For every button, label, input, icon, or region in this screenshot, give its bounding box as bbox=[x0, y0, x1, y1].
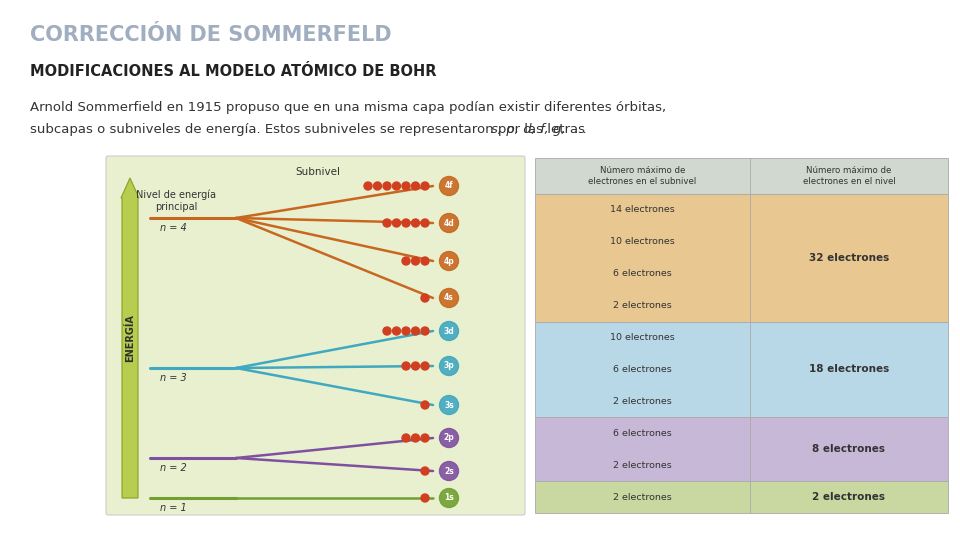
Circle shape bbox=[412, 257, 420, 265]
Text: subcapas o subniveles de energía. Estos subniveles se representaron por las letr: subcapas o subniveles de energía. Estos … bbox=[30, 124, 589, 137]
Circle shape bbox=[393, 182, 400, 190]
Circle shape bbox=[402, 182, 410, 190]
Text: 3p: 3p bbox=[444, 361, 454, 370]
Circle shape bbox=[421, 327, 429, 335]
Bar bbox=[535, 158, 948, 194]
Circle shape bbox=[393, 219, 400, 227]
Text: 8 electrones: 8 electrones bbox=[812, 444, 885, 454]
Circle shape bbox=[421, 434, 429, 442]
Text: 2 electrones: 2 electrones bbox=[613, 461, 672, 470]
Text: 10 electrones: 10 electrones bbox=[610, 333, 675, 342]
Text: 6 electrones: 6 electrones bbox=[613, 429, 672, 438]
Text: 14 electrones: 14 electrones bbox=[610, 205, 675, 214]
Text: 2p: 2p bbox=[444, 434, 454, 442]
Text: 1s: 1s bbox=[444, 494, 454, 503]
Circle shape bbox=[421, 494, 429, 502]
Circle shape bbox=[440, 489, 459, 508]
Text: 4p: 4p bbox=[444, 256, 454, 266]
Circle shape bbox=[440, 462, 459, 481]
Circle shape bbox=[412, 434, 420, 442]
Text: n = 3: n = 3 bbox=[160, 373, 187, 383]
Circle shape bbox=[440, 356, 459, 375]
Text: Nivel de energía
principal: Nivel de energía principal bbox=[136, 190, 216, 212]
Circle shape bbox=[440, 288, 459, 307]
Circle shape bbox=[402, 362, 410, 370]
Circle shape bbox=[421, 219, 429, 227]
Circle shape bbox=[440, 395, 459, 415]
Text: Arnold Sommerfield en 1915 propuso que en una misma capa podían existir diferent: Arnold Sommerfield en 1915 propuso que e… bbox=[30, 102, 666, 114]
Circle shape bbox=[383, 182, 391, 190]
Text: 6 electrones: 6 electrones bbox=[613, 269, 672, 278]
Text: CORRECCIÓN DE SOMMERFELD: CORRECCIÓN DE SOMMERFELD bbox=[30, 25, 392, 45]
FancyBboxPatch shape bbox=[106, 156, 525, 515]
Circle shape bbox=[402, 434, 410, 442]
Circle shape bbox=[440, 252, 459, 271]
Circle shape bbox=[402, 219, 410, 227]
Circle shape bbox=[383, 219, 391, 227]
Text: 2s: 2s bbox=[444, 467, 454, 476]
Text: 2 electrones: 2 electrones bbox=[613, 301, 672, 310]
Circle shape bbox=[421, 467, 429, 475]
Circle shape bbox=[383, 327, 391, 335]
Circle shape bbox=[440, 429, 459, 448]
Circle shape bbox=[421, 182, 429, 190]
Text: 2 electrones: 2 electrones bbox=[613, 397, 672, 406]
Circle shape bbox=[364, 182, 372, 190]
Circle shape bbox=[412, 182, 420, 190]
Text: Subnivel: Subnivel bbox=[296, 167, 341, 177]
Text: 3s: 3s bbox=[444, 401, 454, 409]
Circle shape bbox=[402, 327, 410, 335]
Circle shape bbox=[393, 327, 400, 335]
FancyArrow shape bbox=[121, 178, 139, 498]
Text: 6 electrones: 6 electrones bbox=[613, 365, 672, 374]
Text: 4d: 4d bbox=[444, 219, 454, 227]
Circle shape bbox=[440, 321, 459, 341]
Text: n = 4: n = 4 bbox=[160, 223, 187, 233]
Circle shape bbox=[421, 257, 429, 265]
Circle shape bbox=[421, 401, 429, 409]
Text: 2 electrones: 2 electrones bbox=[613, 492, 672, 502]
Circle shape bbox=[440, 213, 459, 233]
Bar bbox=[535, 322, 948, 417]
Circle shape bbox=[373, 182, 381, 190]
Circle shape bbox=[440, 177, 459, 195]
Circle shape bbox=[421, 294, 429, 302]
Circle shape bbox=[412, 362, 420, 370]
Text: n = 2: n = 2 bbox=[160, 463, 187, 473]
Circle shape bbox=[412, 327, 420, 335]
Bar bbox=[535, 481, 948, 513]
Text: 32 electrones: 32 electrones bbox=[808, 253, 889, 263]
Text: s, p, d, f, g,  …: s, p, d, f, g, … bbox=[491, 124, 587, 137]
Text: 18 electrones: 18 electrones bbox=[808, 364, 889, 374]
Bar bbox=[535, 194, 948, 322]
Circle shape bbox=[421, 362, 429, 370]
Circle shape bbox=[402, 257, 410, 265]
Circle shape bbox=[412, 219, 420, 227]
Text: ENERGÍA: ENERGÍA bbox=[125, 314, 135, 362]
Text: n = 1: n = 1 bbox=[160, 503, 187, 513]
Text: 3d: 3d bbox=[444, 327, 454, 335]
Text: 4f: 4f bbox=[444, 181, 453, 191]
Text: 2 electrones: 2 electrones bbox=[812, 492, 885, 502]
Bar bbox=[535, 417, 948, 481]
Text: 4s: 4s bbox=[444, 294, 454, 302]
Text: MODIFICACIONES AL MODELO ATÓMICO DE BOHR: MODIFICACIONES AL MODELO ATÓMICO DE BOHR bbox=[30, 64, 437, 79]
Text: Número máximo de
electrones en el subnivel: Número máximo de electrones en el subniv… bbox=[588, 166, 697, 186]
Text: 10 electrones: 10 electrones bbox=[610, 238, 675, 246]
Text: Número máximo de
electrones en el nivel: Número máximo de electrones en el nivel bbox=[803, 166, 896, 186]
